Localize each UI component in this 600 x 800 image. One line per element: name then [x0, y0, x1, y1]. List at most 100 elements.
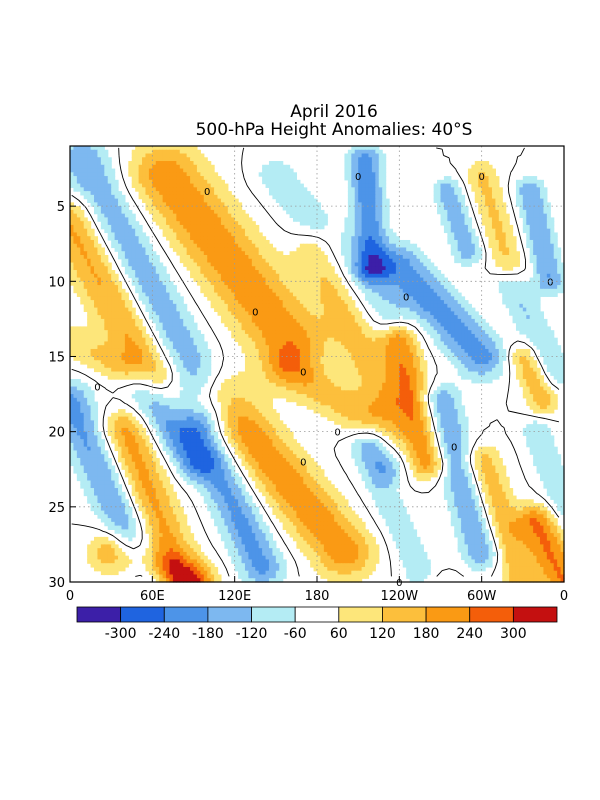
heatmap-cell: [313, 315, 318, 320]
heatmap-cell: [354, 270, 359, 275]
heatmap-cell: [97, 168, 102, 173]
heatmap-cell: [512, 247, 517, 252]
heatmap-cell: [162, 322, 167, 328]
heatmap-cell: [313, 262, 318, 267]
heatmap-cell: [220, 288, 225, 294]
heatmap-cell: [111, 285, 116, 290]
heatmap-cell: [488, 176, 493, 181]
heatmap-cell: [176, 191, 181, 196]
heatmap-cell: [347, 322, 352, 328]
heatmap-cell: [550, 281, 555, 286]
heatmap-cell: [330, 292, 335, 297]
heatmap-cell: [97, 318, 102, 324]
heatmap-cell: [323, 292, 328, 297]
heatmap-cell: [244, 258, 249, 264]
heatmap-cell: [241, 300, 246, 305]
heatmap-cell: [193, 326, 198, 331]
heatmap-cell: [457, 221, 462, 226]
heatmap-cell: [406, 330, 411, 335]
heatmap-cell: [539, 251, 545, 256]
heatmap-cell: [515, 179, 520, 185]
heatmap-cell: [90, 183, 95, 188]
heatmap-cell: [296, 202, 301, 207]
heatmap-cell: [392, 232, 397, 237]
heatmap-cell: [461, 206, 466, 211]
heatmap-cell: [135, 239, 140, 245]
heatmap-cell: [76, 153, 81, 158]
heatmap-cell: [114, 239, 119, 245]
heatmap-cell: [546, 270, 551, 275]
heatmap-cell: [389, 251, 394, 256]
heatmap-cell: [454, 296, 459, 301]
heatmap-cell: [251, 341, 256, 346]
heatmap-cell: [114, 236, 119, 241]
heatmap-cell: [107, 176, 112, 181]
heatmap-cell: [546, 341, 551, 346]
heatmap-cell: [282, 337, 287, 343]
heatmap-cell: [152, 255, 157, 260]
heatmap-cell: [303, 262, 308, 267]
heatmap-cell: [265, 303, 270, 309]
heatmap-cell: [450, 326, 455, 331]
heatmap-cell: [313, 202, 318, 207]
heatmap-cell: [179, 326, 184, 331]
heatmap-cell: [70, 333, 75, 339]
heatmap-cell: [529, 285, 534, 290]
heatmap-cell: [474, 198, 479, 203]
heatmap-cell: [536, 183, 541, 188]
heatmap-cell: [375, 285, 380, 290]
heatmap-cell: [550, 337, 555, 343]
heatmap-cell: [210, 266, 215, 271]
heatmap-cell: [320, 311, 325, 316]
heatmap-cell: [104, 172, 109, 177]
heatmap-cell: [121, 213, 126, 219]
heatmap-cell: [251, 232, 256, 237]
heatmap-cell: [155, 300, 160, 305]
heatmap-cell: [310, 198, 315, 203]
heatmap-cell: [142, 232, 147, 237]
heatmap-cell: [378, 198, 383, 203]
heatmap-cell: [409, 288, 414, 294]
heatmap-cell: [491, 243, 496, 249]
heatmap-cell: [299, 213, 304, 219]
heatmap-cell: [539, 198, 545, 203]
heatmap-cell: [87, 296, 92, 301]
heatmap-cell: [104, 281, 109, 286]
heatmap-cell: [286, 172, 291, 177]
heatmap-cell: [299, 307, 304, 312]
heatmap-cell: [310, 315, 315, 320]
heatmap-cell: [433, 341, 438, 346]
heatmap-cell: [365, 198, 370, 203]
heatmap-cell: [464, 307, 469, 312]
heatmap-cell: [238, 311, 243, 316]
heatmap-cell: [87, 330, 92, 335]
heatmap-cell: [341, 315, 346, 320]
heatmap-cell: [533, 318, 538, 324]
heatmap-cell: [430, 262, 435, 267]
heatmap-cell: [190, 179, 195, 185]
heatmap-cell: [406, 311, 411, 316]
heatmap-cell: [159, 285, 164, 290]
heatmap-cell: [241, 341, 246, 346]
heatmap-cell: [351, 179, 356, 185]
heatmap-cell: [365, 183, 370, 188]
heatmap-cell: [272, 251, 277, 256]
heatmap-cell: [533, 239, 538, 245]
heatmap-cell: [368, 337, 373, 343]
heatmap-cell: [334, 311, 339, 316]
heatmap-cell: [169, 296, 174, 301]
heatmap-cell: [207, 217, 212, 222]
heatmap-cell: [409, 315, 414, 320]
heatmap-cell: [509, 236, 514, 241]
heatmap-cell: [169, 288, 174, 294]
heatmap-cell: [498, 213, 503, 219]
heatmap-cell: [282, 292, 287, 297]
heatmap-cell: [344, 341, 349, 346]
heatmap-cell: [275, 311, 280, 316]
heatmap-cell: [457, 247, 462, 252]
heatmap-cell: [306, 191, 311, 196]
heatmap-cell: [186, 176, 191, 181]
heatmap-cell: [299, 292, 304, 297]
heatmap-cell: [203, 247, 208, 252]
heatmap-cell: [502, 266, 507, 271]
